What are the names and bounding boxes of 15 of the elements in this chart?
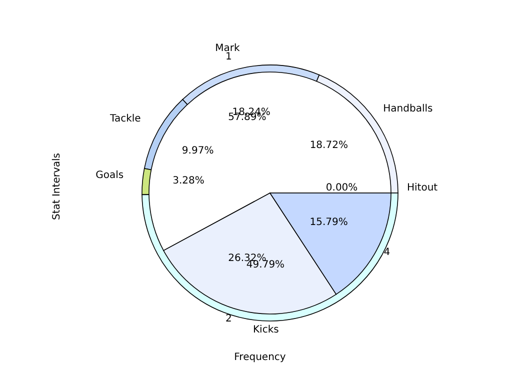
- slice-label: Goals: [96, 170, 124, 181]
- text: Frequency: [233, 352, 287, 363]
- slice-label: Handballs: [383, 104, 433, 115]
- data-label: 15.79%: [310, 217, 348, 228]
- slice-label: Tackle: [108, 114, 141, 125]
- text: Stat Intervals: [52, 152, 62, 222]
- slice-label: 2: [225, 313, 232, 324]
- category-label: Hitout: [407, 182, 438, 194]
- slice-label: 1: [226, 52, 232, 63]
- slice-label: 4: [384, 246, 390, 258]
- data-label: 18.72%: [310, 140, 348, 151]
- slice-label: Kicks: [253, 324, 279, 336]
- data-label: 3.28%: [172, 176, 204, 187]
- data-label: 9.97%: [182, 145, 214, 156]
- text: 0.00%: [326, 182, 358, 194]
